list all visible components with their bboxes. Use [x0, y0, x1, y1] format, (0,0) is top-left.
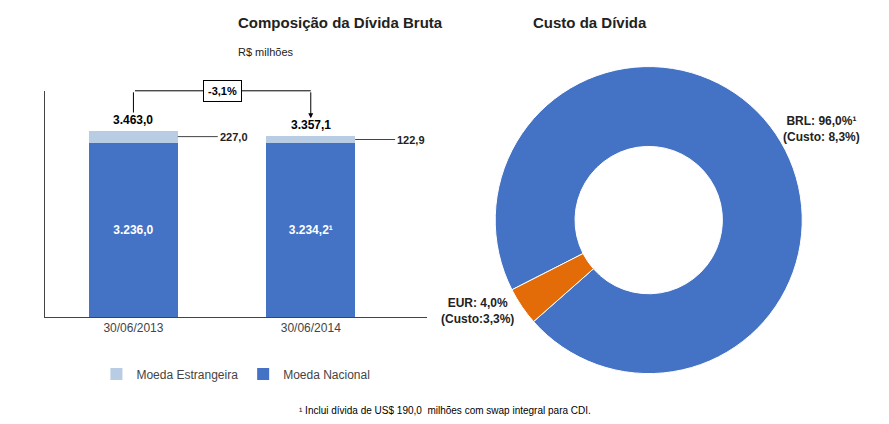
- svg-text:EUR: 4,0%(Custo:3,3%): EUR: 4,0%(Custo:3,3%): [441, 296, 514, 326]
- svg-text:BRL: 96,0%¹(Custo: 8,3%): BRL: 96,0%¹(Custo: 8,3%): [783, 114, 860, 144]
- svg-text:3.236,0: 3.236,0: [113, 223, 153, 237]
- svg-text:Moeda Nacional: Moeda Nacional: [283, 368, 370, 382]
- svg-text:Custo da Dívida: Custo da Dívida: [533, 14, 647, 31]
- svg-text:30/06/2014: 30/06/2014: [281, 321, 341, 335]
- svg-text:122,9: 122,9: [397, 134, 425, 146]
- svg-text:R$ milhões: R$ milhões: [238, 46, 294, 58]
- svg-text:227,0: 227,0: [220, 131, 248, 143]
- svg-text:3.234,2¹: 3.234,2¹: [289, 223, 333, 237]
- svg-text:Composição da Dívida Bruta: Composição da Dívida Bruta: [238, 14, 443, 31]
- svg-text:30/06/2013: 30/06/2013: [103, 321, 163, 335]
- svg-text:3.463,0: 3.463,0: [113, 113, 153, 127]
- svg-text:¹ Inclui dívida de US$ 190,0: ¹ Inclui dívida de US$ 190,0 milhões com…: [299, 405, 591, 416]
- svg-text:-3,1%: -3,1%: [208, 85, 237, 97]
- svg-text:Moeda Estrangeira: Moeda Estrangeira: [136, 368, 238, 382]
- svg-text:3.357,1: 3.357,1: [291, 118, 331, 132]
